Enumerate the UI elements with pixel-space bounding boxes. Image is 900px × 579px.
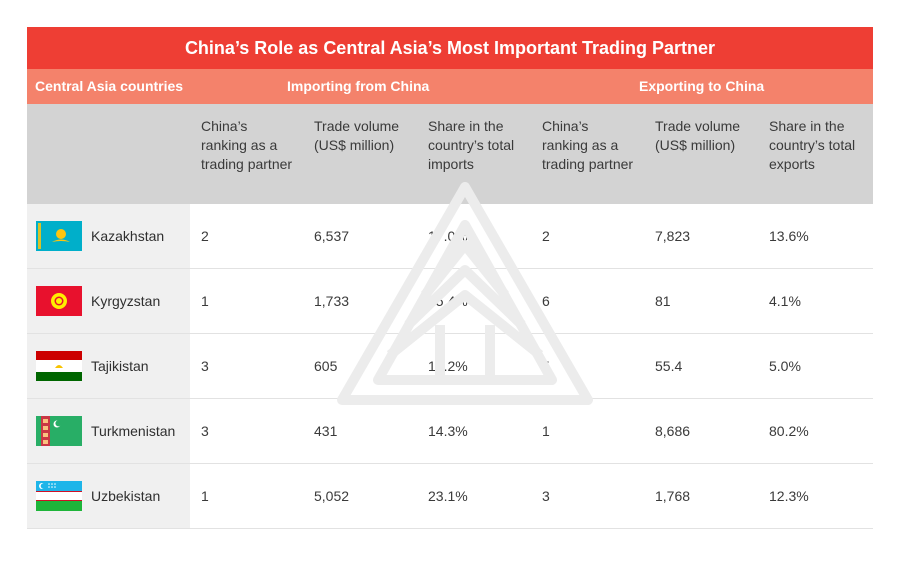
cell-import-ranking: 3 xyxy=(201,423,209,439)
cell-import-volume: 6,537 xyxy=(314,228,350,244)
cell-import-ranking: 1 xyxy=(201,293,209,309)
table-title: China’s Role as Central Asia’s Most Impo… xyxy=(27,27,873,69)
cell-import-volume: 5,052 xyxy=(314,488,350,504)
col-export-share: Share in the country’s total exports xyxy=(769,118,856,172)
table-row: Turkmenistan 3 431 14.3% 1 8,686 80.2% xyxy=(27,399,873,464)
col-import-share: Share in the country’s total imports xyxy=(428,118,515,172)
cell-import-share: 18.2% xyxy=(428,358,468,374)
country-name: Kazakhstan xyxy=(91,228,165,244)
table-body: Kazakhstan 2 6,537 17.0% 2 7,823 13.6% K… xyxy=(27,204,873,529)
cell-export-share: 80.2% xyxy=(769,423,809,439)
group-header-row: Central Asia countries Importing from Ch… xyxy=(27,69,873,104)
cell-import-ranking: 3 xyxy=(201,358,209,374)
cell-export-volume: 81 xyxy=(655,293,671,309)
group-importing: Importing from China xyxy=(287,78,430,94)
col-import-volume: Trade volume (US$ million) xyxy=(314,118,400,153)
group-exporting: Exporting to China xyxy=(639,78,765,94)
cell-import-share: 14.3% xyxy=(428,423,468,439)
country-cell: Kazakhstan xyxy=(27,204,190,268)
table-row: Uzbekistan 1 5,052 23.1% 3 1,768 12.3% xyxy=(27,464,873,529)
cell-import-volume: 1,733 xyxy=(314,293,350,309)
cell-export-ranking: 3 xyxy=(542,488,550,504)
country-name: Kyrgyzstan xyxy=(91,293,161,309)
cell-import-volume: 605 xyxy=(314,358,338,374)
cell-import-share: 17.0% xyxy=(428,228,468,244)
cell-export-share: 5.0% xyxy=(769,358,801,374)
kazakhstan-flag-icon xyxy=(36,221,82,251)
country-name: Turkmenistan xyxy=(91,423,176,439)
cell-export-volume: 55.4 xyxy=(655,358,683,374)
country-cell: Kyrgyzstan xyxy=(27,269,190,333)
cell-import-volume: 431 xyxy=(314,423,338,439)
turkmenistan-flag-icon xyxy=(36,416,82,446)
country-cell: Tajikistan xyxy=(27,334,190,398)
col-import-ranking: China’s ranking as a trading partner xyxy=(201,118,293,172)
cell-export-share: 12.3% xyxy=(769,488,809,504)
cell-export-ranking: 2 xyxy=(542,228,550,244)
cell-export-share: 13.6% xyxy=(769,228,809,244)
cell-export-ranking: 5 xyxy=(542,358,550,374)
cell-export-volume: 7,823 xyxy=(655,228,691,244)
col-export-volume: Trade volume (US$ million) xyxy=(655,118,741,153)
country-name: Uzbekistan xyxy=(91,488,161,504)
cell-export-ranking: 1 xyxy=(542,423,550,439)
kyrgyzstan-flag-icon xyxy=(36,286,82,316)
trade-table: China’s Role as Central Asia’s Most Impo… xyxy=(27,27,873,529)
country-cell: Uzbekistan xyxy=(27,464,190,528)
table-row: Kazakhstan 2 6,537 17.0% 2 7,823 13.6% xyxy=(27,204,873,269)
cell-export-volume: 1,768 xyxy=(655,488,691,504)
country-name: Tajikistan xyxy=(91,358,149,374)
cell-import-ranking: 1 xyxy=(201,488,209,504)
table-row: Kyrgyzstan 1 1,733 35.4% 6 81 4.1% xyxy=(27,269,873,334)
col-export-ranking: China’s ranking as a trading partner xyxy=(542,118,634,172)
country-cell: Turkmenistan xyxy=(27,399,190,463)
cell-import-ranking: 2 xyxy=(201,228,209,244)
cell-export-volume: 8,686 xyxy=(655,423,691,439)
tajikistan-flag-icon xyxy=(36,351,82,381)
group-countries: Central Asia countries xyxy=(35,78,184,94)
cell-import-share: 23.1% xyxy=(428,488,468,504)
uzbekistan-flag-icon xyxy=(36,481,82,511)
table-row: Tajikistan 3 605 18.2% 5 55.4 5.0% xyxy=(27,334,873,399)
cell-import-share: 35.4% xyxy=(428,293,468,309)
table-title-text: China’s Role as Central Asia’s Most Impo… xyxy=(184,37,716,58)
cell-export-share: 4.1% xyxy=(769,293,801,309)
cell-export-ranking: 6 xyxy=(542,293,550,309)
column-header-row: China’s ranking as a trading partner Tra… xyxy=(27,104,873,204)
